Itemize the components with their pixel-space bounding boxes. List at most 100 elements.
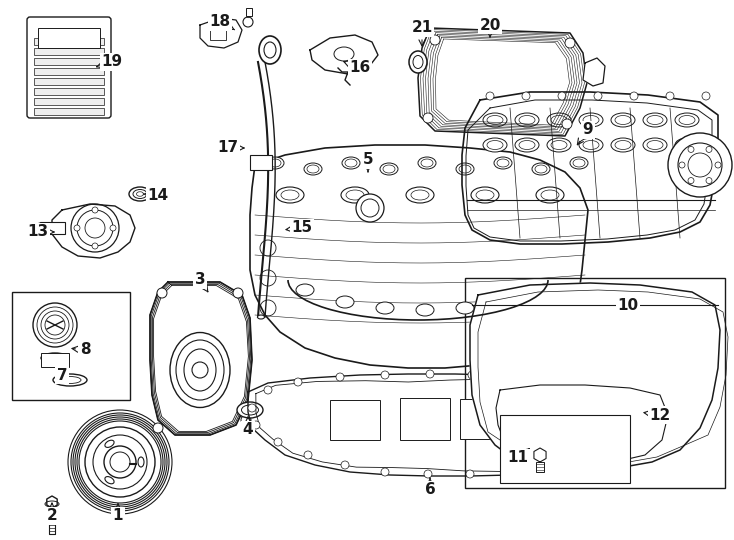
Ellipse shape xyxy=(471,187,499,203)
Ellipse shape xyxy=(611,138,635,152)
Polygon shape xyxy=(150,282,252,435)
Polygon shape xyxy=(583,58,605,86)
Circle shape xyxy=(79,421,161,503)
Circle shape xyxy=(304,451,312,459)
Circle shape xyxy=(529,444,551,466)
Ellipse shape xyxy=(643,138,667,152)
Ellipse shape xyxy=(483,138,507,152)
Ellipse shape xyxy=(380,163,398,175)
Circle shape xyxy=(77,419,163,505)
Circle shape xyxy=(561,396,569,404)
Ellipse shape xyxy=(376,302,394,314)
Ellipse shape xyxy=(304,163,322,175)
Bar xyxy=(34,78,104,85)
Circle shape xyxy=(381,468,389,476)
Polygon shape xyxy=(200,18,242,48)
Circle shape xyxy=(426,370,434,378)
Text: 8: 8 xyxy=(72,342,90,357)
Ellipse shape xyxy=(515,138,539,152)
Circle shape xyxy=(356,194,384,222)
Ellipse shape xyxy=(138,457,144,467)
Circle shape xyxy=(92,207,98,213)
Ellipse shape xyxy=(547,113,571,127)
Circle shape xyxy=(233,288,243,298)
Text: 19: 19 xyxy=(97,55,123,70)
Text: 11: 11 xyxy=(507,449,529,465)
Circle shape xyxy=(153,423,163,433)
Text: 2: 2 xyxy=(47,503,57,523)
Circle shape xyxy=(594,92,602,100)
Bar xyxy=(500,415,630,483)
Circle shape xyxy=(68,410,172,514)
Ellipse shape xyxy=(105,477,114,484)
Circle shape xyxy=(71,413,169,511)
Ellipse shape xyxy=(570,157,588,169)
Bar xyxy=(40,222,65,234)
Circle shape xyxy=(630,92,638,100)
Text: 4: 4 xyxy=(243,417,253,437)
Text: 6: 6 xyxy=(425,478,435,497)
Circle shape xyxy=(541,382,549,390)
Ellipse shape xyxy=(259,36,281,64)
Bar xyxy=(400,398,450,440)
Ellipse shape xyxy=(547,138,571,152)
Text: 21: 21 xyxy=(411,21,432,46)
Ellipse shape xyxy=(237,402,263,418)
Text: 1: 1 xyxy=(113,504,123,523)
Circle shape xyxy=(73,415,167,509)
Circle shape xyxy=(565,38,575,48)
Circle shape xyxy=(75,417,165,507)
Circle shape xyxy=(336,373,344,381)
Bar xyxy=(34,108,104,115)
Bar xyxy=(536,462,544,472)
Ellipse shape xyxy=(515,113,539,127)
Bar xyxy=(34,98,104,105)
Circle shape xyxy=(110,452,130,472)
Circle shape xyxy=(33,303,77,347)
Ellipse shape xyxy=(41,353,69,363)
Circle shape xyxy=(506,468,514,476)
Text: 14: 14 xyxy=(143,187,169,202)
Bar xyxy=(12,292,130,400)
Circle shape xyxy=(522,92,530,100)
Bar xyxy=(34,68,104,75)
Circle shape xyxy=(248,404,256,412)
Ellipse shape xyxy=(276,187,304,203)
Ellipse shape xyxy=(53,374,87,386)
Ellipse shape xyxy=(409,51,427,73)
Bar xyxy=(465,278,725,488)
Ellipse shape xyxy=(341,187,369,203)
FancyBboxPatch shape xyxy=(27,17,111,118)
Circle shape xyxy=(243,17,253,27)
Polygon shape xyxy=(496,385,668,464)
Ellipse shape xyxy=(579,138,603,152)
Circle shape xyxy=(110,225,116,231)
Ellipse shape xyxy=(618,428,634,436)
Circle shape xyxy=(341,461,349,469)
Text: 13: 13 xyxy=(27,225,54,240)
Circle shape xyxy=(252,421,260,429)
Ellipse shape xyxy=(675,138,699,152)
Text: 20: 20 xyxy=(479,17,501,37)
Bar xyxy=(38,28,100,48)
Text: 15: 15 xyxy=(286,220,313,235)
Bar xyxy=(34,88,104,95)
Bar xyxy=(34,58,104,65)
Ellipse shape xyxy=(532,163,550,175)
Bar xyxy=(41,353,69,367)
Circle shape xyxy=(274,438,282,446)
Ellipse shape xyxy=(496,296,514,308)
Text: 17: 17 xyxy=(217,140,244,156)
Circle shape xyxy=(430,35,440,45)
Circle shape xyxy=(424,470,432,478)
Ellipse shape xyxy=(494,157,512,169)
Ellipse shape xyxy=(611,113,635,127)
Circle shape xyxy=(63,32,75,44)
Bar xyxy=(460,399,505,439)
Polygon shape xyxy=(462,92,718,244)
Text: 9: 9 xyxy=(578,123,593,145)
Ellipse shape xyxy=(536,284,554,296)
Circle shape xyxy=(74,225,80,231)
Ellipse shape xyxy=(342,157,360,169)
Circle shape xyxy=(85,427,155,497)
